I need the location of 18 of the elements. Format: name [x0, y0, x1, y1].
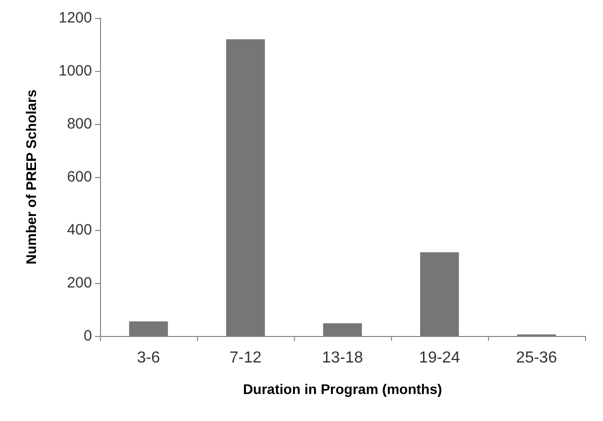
- y-tick-label: 1000: [58, 62, 92, 80]
- bar: [420, 252, 459, 336]
- y-tick-label: 400: [66, 222, 92, 238]
- y-tick-label: 200: [66, 274, 92, 292]
- y-tick-label: 800: [66, 116, 92, 132]
- x-tick-label: 7-12: [229, 350, 262, 366]
- y-tick-label: 0: [84, 328, 92, 344]
- x-tick-label: 13-18: [322, 350, 364, 366]
- bar: [129, 321, 168, 336]
- x-tick-label: 3-6: [136, 350, 160, 366]
- y-axis-title: Number of PREP Scholars: [23, 89, 39, 264]
- x-tick-label: 25-36: [516, 350, 558, 366]
- bar: [323, 323, 362, 336]
- bar: [226, 39, 265, 336]
- x-tick-label: 19-24: [419, 350, 460, 366]
- x-axis-title: Duration in Program (months): [242, 381, 442, 397]
- y-tick-label: 600: [66, 168, 92, 186]
- y-tick-label: 1200: [58, 10, 92, 26]
